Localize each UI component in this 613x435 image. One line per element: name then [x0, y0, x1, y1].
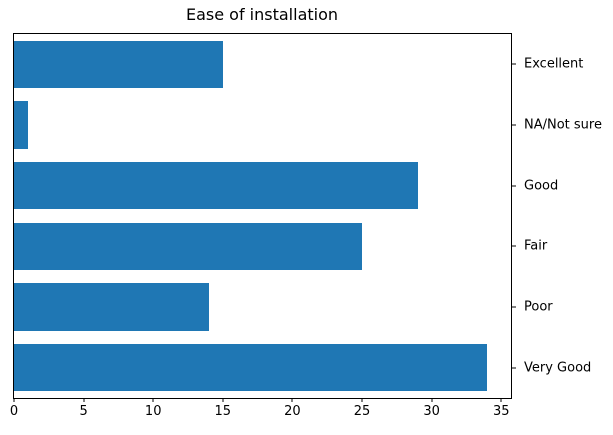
x-tick-mark — [431, 398, 433, 402]
y-tick-label: Fair — [524, 238, 548, 254]
y-tick-label: Poor — [524, 299, 553, 315]
plot-area: 0 5 10 15 20 25 30 35 Excellent NA/Not sure Good F… — [10, 33, 602, 419]
y-tick-label: Good — [524, 178, 559, 194]
x-tick-mark — [83, 398, 85, 402]
x-tick-mark — [152, 398, 154, 402]
x-tick-mark — [361, 398, 363, 402]
y-tick-mark — [511, 367, 516, 369]
x-tick-mark — [222, 398, 224, 402]
bar-very-good — [14, 344, 488, 392]
x-tick-mark — [500, 398, 502, 402]
x-tick-label: 5 — [79, 404, 88, 419]
bar-excellent — [14, 40, 223, 88]
y-tick-label: Excellent — [524, 56, 584, 72]
x-tick-mark — [291, 398, 293, 402]
x-tick-label: 0 — [9, 404, 19, 419]
x-tick-label: 10 — [144, 404, 162, 419]
y-tick-label: NA/Not sure — [524, 117, 602, 133]
y-tick-mark — [511, 63, 516, 65]
x-tick-label: 20 — [284, 404, 301, 419]
y-tick-label: Very Good — [524, 360, 592, 376]
bar-good — [14, 162, 418, 210]
bar-poor — [14, 283, 209, 331]
bar-fair — [14, 222, 363, 270]
x-tick-label: 35 — [492, 404, 510, 419]
y-tick-mark — [511, 306, 516, 308]
y-tick-mark — [511, 245, 516, 247]
x-tick-label: 30 — [423, 404, 440, 419]
bar-na-not-sure — [14, 101, 28, 149]
y-tick-mark — [511, 185, 516, 187]
x-tick-label: 15 — [214, 404, 232, 419]
x-tick-mark — [13, 398, 15, 402]
x-tick-label: 25 — [353, 404, 371, 419]
y-tick-mark — [511, 124, 516, 126]
chart-title: Ease of installation — [185, 5, 339, 24]
